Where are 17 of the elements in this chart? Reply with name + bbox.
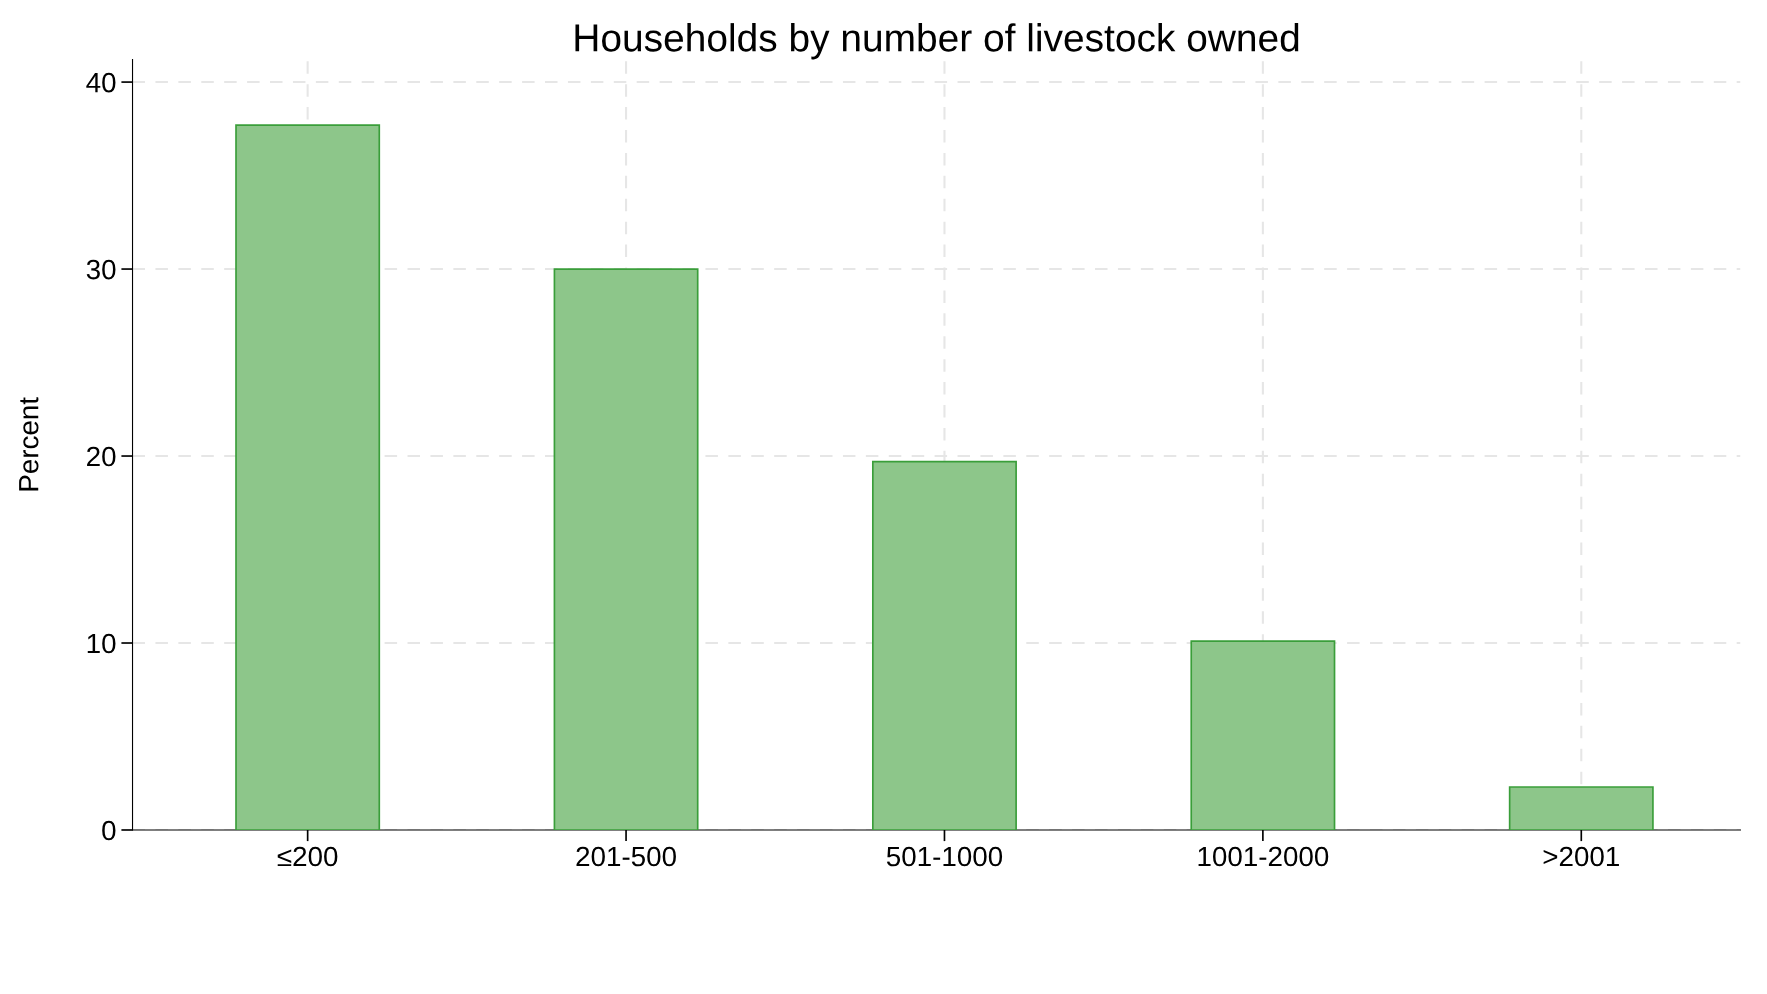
- x-tick-label: ≤200: [277, 846, 338, 867]
- y-tick-label: 20: [87, 446, 116, 467]
- x-tick-label: 501-1000: [886, 846, 1003, 867]
- y-axis-title: Percent: [19, 397, 39, 491]
- bar: [1190, 640, 1336, 830]
- x-tick-label: 1001-2000: [1198, 846, 1329, 867]
- bar: [871, 460, 1017, 830]
- bar: [1508, 786, 1654, 830]
- y-tick-label: 30: [86, 259, 116, 280]
- bar: [235, 124, 381, 830]
- y-tick-label: 10: [87, 633, 116, 654]
- x-tick-label: 201-500: [576, 846, 676, 867]
- bar: [553, 268, 699, 830]
- chart-title: Households by number of livestock owned: [575, 23, 1299, 60]
- y-tick-label: 40: [86, 72, 116, 93]
- x-tick-label: >2001: [1543, 846, 1619, 867]
- y-tick-label: 0: [102, 820, 116, 841]
